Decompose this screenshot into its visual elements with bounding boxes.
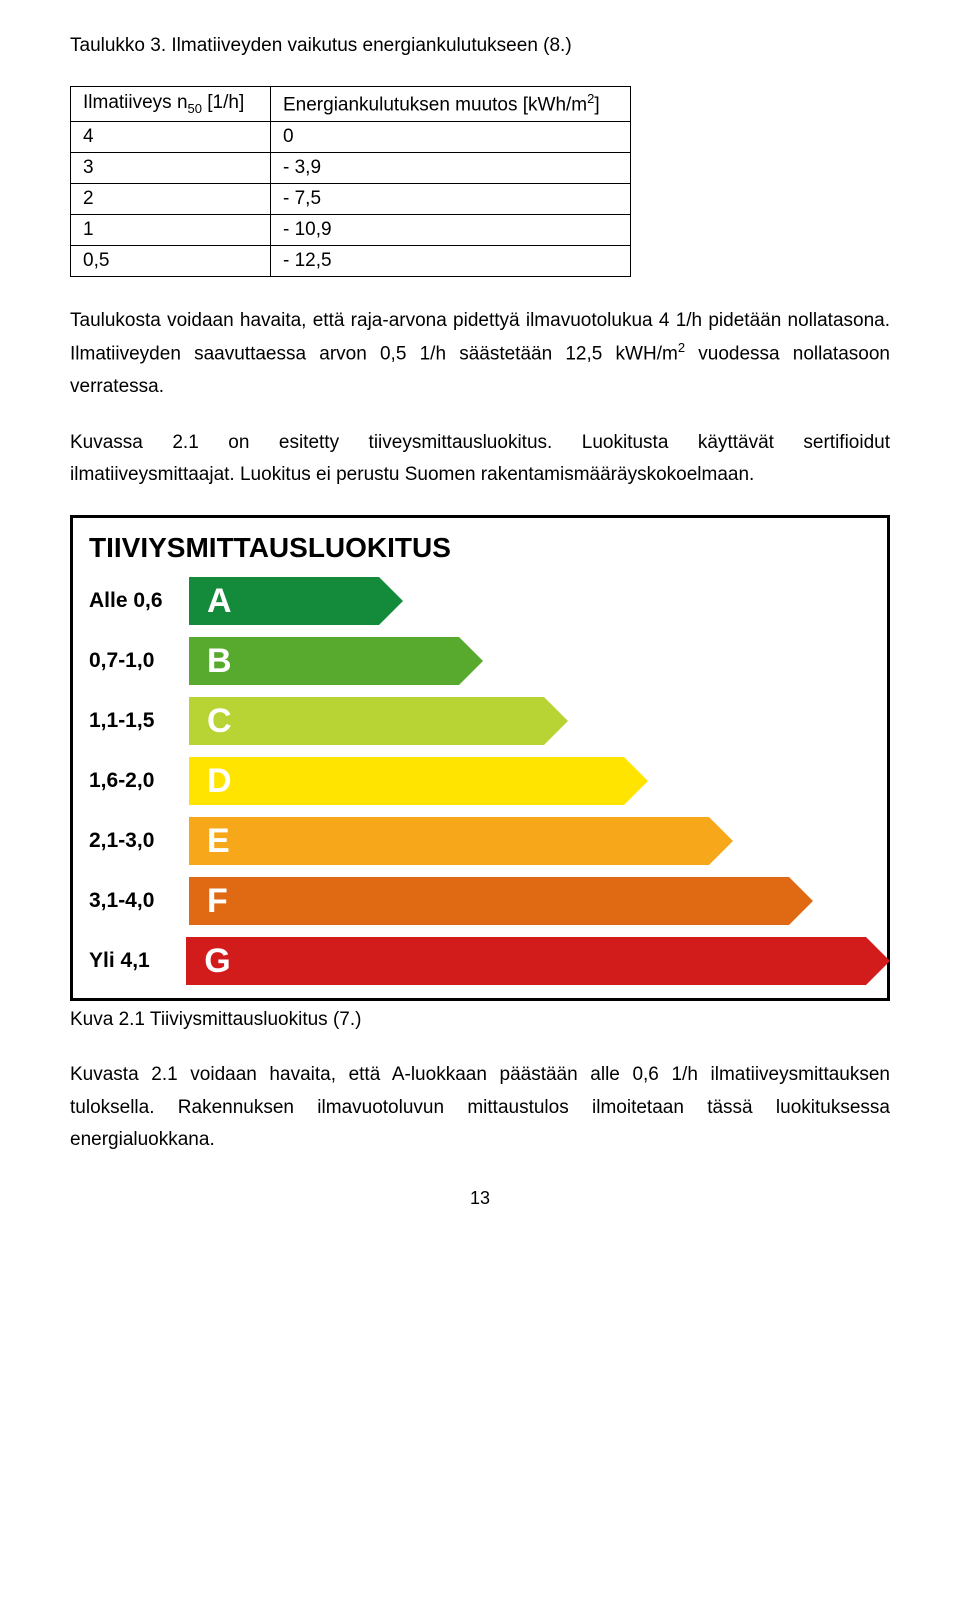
rating-range: Alle 0,6	[89, 589, 189, 613]
rating-range: 0,7-1,0	[89, 649, 189, 673]
cell-b: - 3,9	[271, 152, 631, 183]
th-right-a: Energiankulutuksen muutos [kWh/m	[283, 95, 587, 116]
th-left-b: [1/h]	[202, 92, 244, 113]
arrow-head-icon	[459, 637, 483, 685]
cell-a: 1	[71, 214, 271, 245]
p2-sup: 2	[678, 340, 685, 355]
arrow-head-icon	[379, 577, 403, 625]
th-left-a: Ilmatiiveys n	[83, 92, 188, 113]
rating-chart: TIIVIYSMITTAUSLUOKITUS Alle 0,6A0,7-1,0B…	[70, 515, 890, 1001]
rating-arrow: A	[189, 577, 403, 625]
energy-table: Ilmatiiveys n50 [1/h] Energiankulutuksen…	[70, 86, 631, 276]
cell-a: 4	[71, 121, 271, 152]
table-caption-top: Taulukko 3. Ilmatiiveyden vaikutus energ…	[70, 30, 890, 62]
paragraph-3: Kuvassa 2.1 on esitetty tiiveysmittauslu…	[70, 427, 890, 492]
arrow-head-icon	[544, 697, 568, 745]
cell-b: 0	[271, 121, 631, 152]
rating-row: 1,1-1,5C	[89, 694, 871, 748]
rating-row: Yli 4,1G	[89, 934, 871, 988]
rating-arrow: F	[189, 877, 813, 925]
rating-row: 2,1-3,0E	[89, 814, 871, 868]
cell-a: 0,5	[71, 245, 271, 276]
table-row: 2 - 7,5	[71, 183, 631, 214]
rating-range: Yli 4,1	[89, 949, 186, 973]
rating-title: TIIVIYSMITTAUSLUOKITUS	[89, 532, 871, 564]
table-row: 1 - 10,9	[71, 214, 631, 245]
paragraph-4: Kuvasta 2.1 voidaan havaita, että A-luok…	[70, 1059, 890, 1156]
rating-arrow: G	[186, 937, 871, 985]
table-header-left: Ilmatiiveys n50 [1/h]	[71, 87, 271, 121]
paragraph-2: Taulukosta voidaan havaita, että raja-ar…	[70, 305, 890, 403]
cell-a: 3	[71, 152, 271, 183]
rating-letter: E	[189, 817, 709, 865]
cell-b: - 10,9	[271, 214, 631, 245]
arrow-head-icon	[709, 817, 733, 865]
rating-range: 1,1-1,5	[89, 709, 189, 733]
rating-letter: C	[189, 697, 544, 745]
rating-letter: A	[189, 577, 379, 625]
th-left-sub: 50	[188, 101, 202, 116]
cell-a: 2	[71, 183, 271, 214]
rating-letter: F	[189, 877, 789, 925]
arrow-head-icon	[624, 757, 648, 805]
rating-row: 3,1-4,0F	[89, 874, 871, 928]
th-right-b: ]	[594, 95, 599, 116]
rating-arrow: C	[189, 697, 568, 745]
table-row: 4 0	[71, 121, 631, 152]
table-row: 0,5 - 12,5	[71, 245, 631, 276]
rating-range: 1,6-2,0	[89, 769, 189, 793]
rating-range: 3,1-4,0	[89, 889, 189, 913]
table-row: 3 - 3,9	[71, 152, 631, 183]
arrow-head-icon	[789, 877, 813, 925]
rating-letter: B	[189, 637, 459, 685]
rating-letter: D	[189, 757, 624, 805]
rating-letter: G	[186, 937, 866, 985]
figure-caption: Kuva 2.1 Tiiviysmittausluokitus (7.)	[70, 1009, 890, 1031]
rating-arrow: D	[189, 757, 648, 805]
cell-b: - 7,5	[271, 183, 631, 214]
rating-arrow: B	[189, 637, 483, 685]
table-header-right: Energiankulutuksen muutos [kWh/m2]	[271, 87, 631, 121]
rating-range: 2,1-3,0	[89, 829, 189, 853]
page-number: 13	[70, 1188, 890, 1209]
rating-row: 0,7-1,0B	[89, 634, 871, 688]
cell-b: - 12,5	[271, 245, 631, 276]
rating-row: 1,6-2,0D	[89, 754, 871, 808]
arrow-head-icon	[866, 937, 890, 985]
rating-arrow: E	[189, 817, 733, 865]
rating-row: Alle 0,6A	[89, 574, 871, 628]
